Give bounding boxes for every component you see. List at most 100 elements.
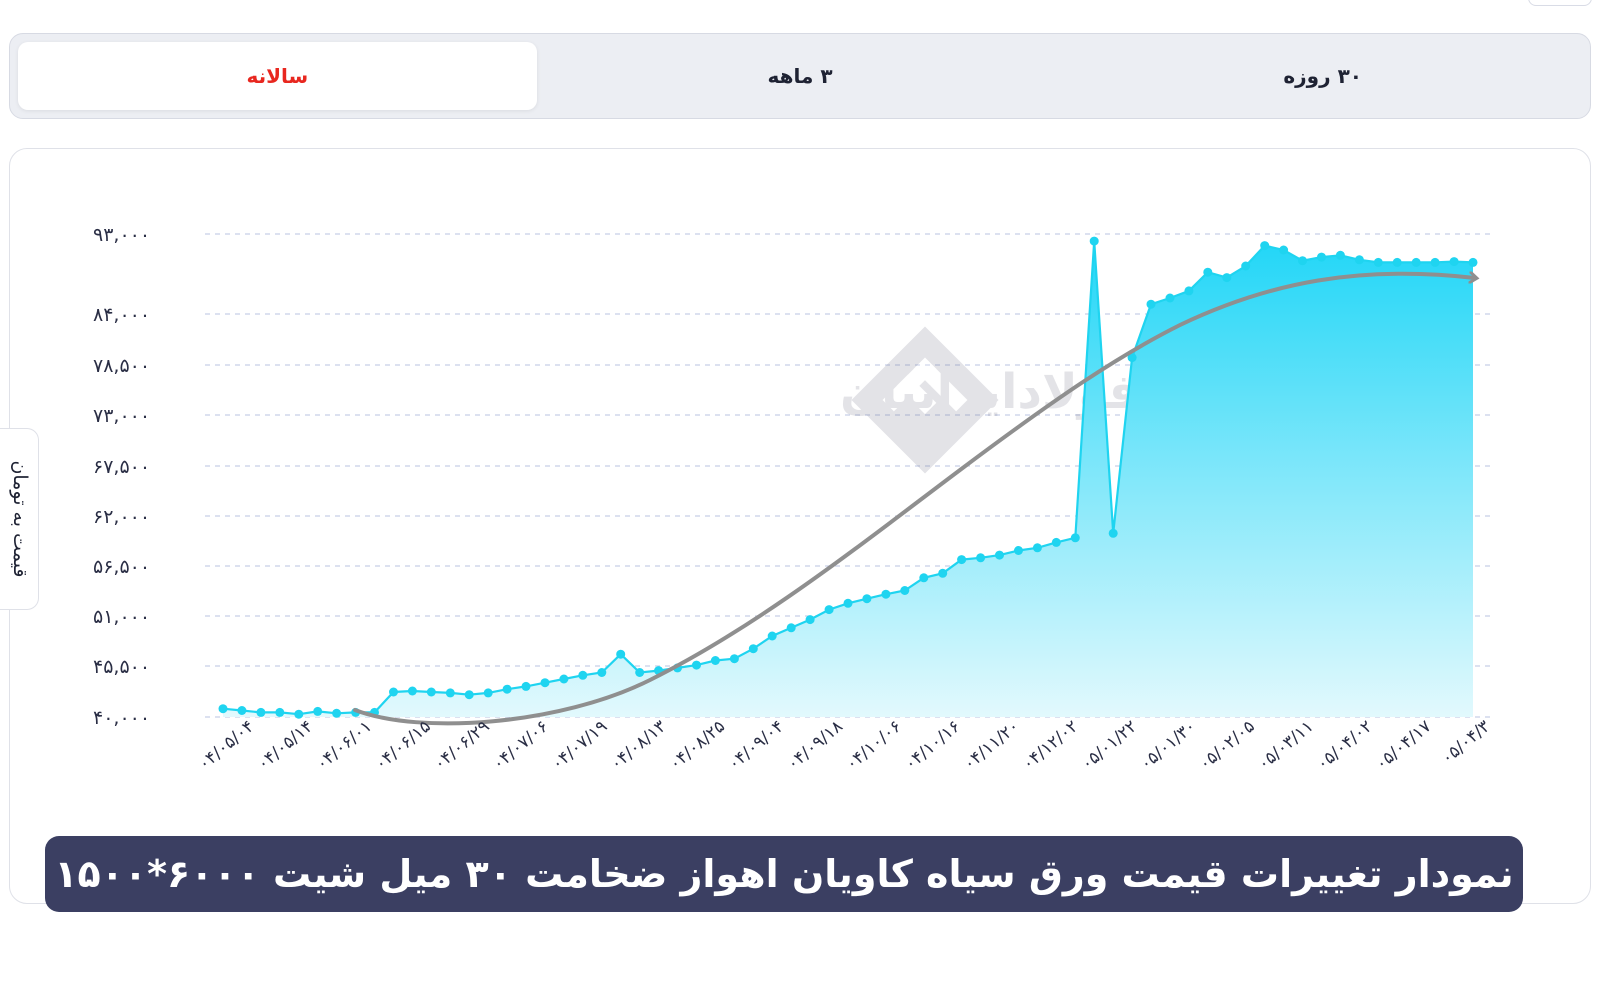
data-point[interactable] [995, 550, 1004, 560]
data-point[interactable] [313, 706, 323, 716]
x-tick-label: ۰۴/۰۶/۱۵ [371, 717, 435, 775]
x-tick-label: ۰۵/۰۳/۱۱ [1254, 717, 1318, 775]
data-point[interactable] [635, 668, 645, 677]
data-point[interactable] [464, 690, 474, 700]
data-point[interactable] [881, 589, 891, 599]
y-tick-label: ۷۸,۵۰۰ [93, 355, 150, 377]
x-tick-label: ۰۴/۰۹/۱۸ [783, 717, 847, 775]
x-tick-label: ۰۵/۰۴/۱۷ [1372, 717, 1436, 775]
x-tick-label: ۰۴/۱۲/۰۲ [1019, 717, 1083, 775]
data-point[interactable] [1032, 543, 1042, 553]
chart-title: نمودار تغییرات قیمت ورق سیاه کاویان اهوا… [54, 852, 1514, 896]
data-point[interactable] [1203, 267, 1213, 277]
data-point[interactable] [597, 668, 607, 677]
x-tick-label: ۰۵/۰۲/۰۵ [1195, 717, 1259, 775]
data-point[interactable] [1089, 236, 1099, 246]
data-point[interactable] [919, 573, 929, 583]
data-point[interactable] [1411, 257, 1421, 267]
x-tick-label: ۰۵/۰۴/۳ [1438, 717, 1495, 769]
data-point[interactable] [1108, 528, 1118, 538]
data-point[interactable] [445, 688, 455, 698]
data-point[interactable] [1392, 257, 1402, 267]
y-axis-label-tab [0, 428, 39, 610]
data-point[interactable] [710, 656, 720, 665]
data-point[interactable] [502, 684, 512, 694]
y-tick-label: ۴۰,۰۰۰ [93, 707, 150, 729]
data-point[interactable] [957, 555, 967, 565]
data-point[interactable] [1014, 546, 1023, 555]
area-fill [223, 241, 1473, 717]
chart-title-banner: نمودار تغییرات قیمت ورق سیاه کاویان اهوا… [45, 836, 1523, 912]
data-point[interactable] [692, 660, 701, 670]
data-point[interactable] [1222, 273, 1232, 283]
y-tick-label: ۵۱,۰۰۰ [93, 606, 150, 628]
y-tick-label: ۶۲,۰۰۰ [93, 506, 150, 528]
x-tick-label: ۰۴/۰۵/۰۴ [195, 717, 259, 775]
data-point[interactable] [1468, 257, 1478, 267]
x-tick-label: ۰۴/۱۱/۲۰ [960, 717, 1024, 775]
data-point[interactable] [559, 674, 569, 684]
data-point[interactable] [1449, 257, 1459, 267]
data-point[interactable] [1127, 353, 1137, 363]
x-tick-label: ۰۵/۰۱/۳۰ [1136, 717, 1200, 775]
data-point[interactable] [767, 631, 777, 641]
x-tick-label: ۰۴/۰۸/۱۳ [607, 717, 671, 775]
y-tick-label: ۷۳,۰۰۰ [93, 405, 150, 427]
data-point[interactable] [426, 687, 436, 697]
tab-3-months[interactable]: ۳ ماهه [767, 64, 833, 88]
y-tick-label: ۵۶,۵۰۰ [93, 556, 150, 578]
data-point[interactable] [976, 553, 986, 563]
tab-yearly[interactable]: سالانه [17, 42, 537, 110]
data-point[interactable] [407, 686, 417, 696]
data-point[interactable] [332, 708, 342, 718]
period-tabs: ۳۰ روزه ۳ ماهه سالانه [9, 33, 1591, 119]
x-tick-label: ۰۵/۰۱/۲۲ [1078, 717, 1142, 775]
data-point[interactable] [1317, 252, 1326, 262]
data-point[interactable] [1241, 261, 1251, 271]
x-tick-label: ۰۴/۰۵/۱۴ [254, 717, 318, 775]
data-point[interactable] [1373, 257, 1383, 267]
data-point[interactable] [521, 681, 531, 691]
data-point[interactable] [786, 623, 796, 633]
data-point[interactable] [729, 654, 739, 664]
data-point[interactable] [1260, 241, 1270, 251]
data-point[interactable] [256, 707, 266, 717]
x-tick-label: ۰۵/۰۴/۰۲ [1313, 717, 1377, 775]
data-point[interactable] [1335, 250, 1345, 260]
data-point[interactable] [275, 707, 285, 717]
data-point[interactable] [862, 594, 872, 604]
data-point[interactable] [748, 644, 758, 654]
data-point[interactable] [1165, 293, 1175, 303]
data-point[interactable] [389, 687, 398, 697]
tab-30-days[interactable]: ۳۰ روزه [1283, 64, 1362, 88]
data-point[interactable] [483, 688, 493, 698]
y-tick-label: ۶۷,۵۰۰ [93, 456, 150, 478]
trend-arrow [353, 274, 1475, 726]
watermark: فولادایرانیان [840, 326, 1139, 474]
data-point[interactable] [1298, 256, 1307, 266]
y-tick-label: ۸۴,۰۰۰ [93, 304, 150, 326]
x-tick-label: ۰۴/۰۷/۱۹ [548, 717, 612, 775]
x-tick-label: ۰۴/۰۷/۰۶ [489, 717, 553, 775]
data-point[interactable] [1070, 533, 1080, 543]
data-point[interactable] [218, 704, 228, 714]
data-point[interactable] [237, 706, 247, 715]
data-point[interactable] [616, 649, 626, 659]
data-point[interactable] [540, 678, 550, 688]
y-axis-label: قیمت به تومان [9, 460, 31, 578]
data-point[interactable] [843, 598, 853, 608]
data-point[interactable] [1354, 255, 1364, 265]
x-tick-label: ۰۴/۰۶/۰۱ [312, 717, 376, 775]
data-point[interactable] [1184, 286, 1194, 296]
data-point[interactable] [294, 709, 304, 719]
data-point[interactable] [824, 605, 834, 615]
data-point[interactable] [900, 586, 910, 595]
data-point[interactable] [1051, 537, 1061, 547]
data-point[interactable] [805, 615, 815, 625]
data-point[interactable] [1430, 257, 1440, 267]
data-point[interactable] [1279, 245, 1289, 255]
data-point[interactable] [1146, 299, 1156, 309]
data-point[interactable] [578, 670, 588, 680]
data-point[interactable] [938, 568, 948, 578]
